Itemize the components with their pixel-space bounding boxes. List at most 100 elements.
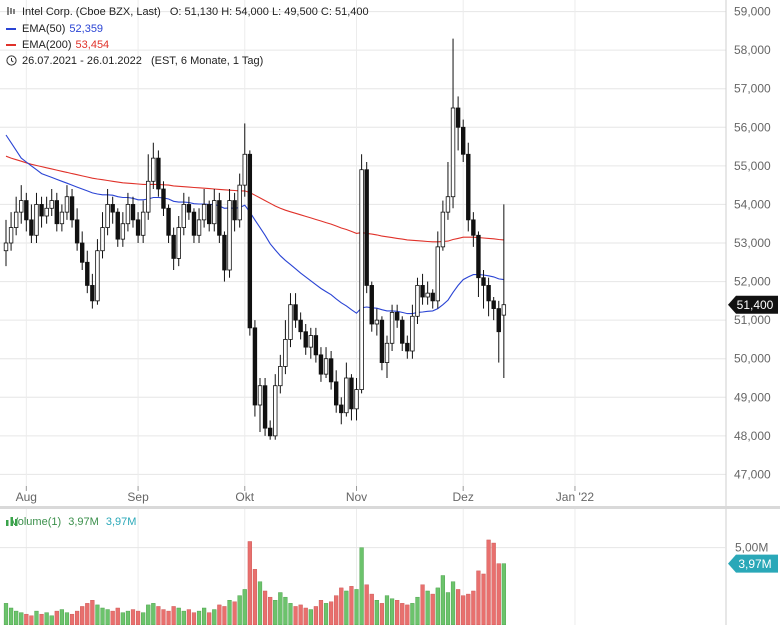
- volume-bar: [389, 598, 395, 625]
- candle-body: [278, 366, 283, 387]
- ema50-label: EMA(50): [22, 23, 66, 35]
- volume-bar: [212, 609, 217, 625]
- volume-bar: [100, 607, 105, 625]
- y-tick-label: 47,000: [734, 467, 771, 481]
- candle-body: [455, 107, 461, 128]
- candle-body: [19, 200, 24, 213]
- candle-body: [13, 211, 19, 228]
- volume-bar: [115, 607, 120, 625]
- volume-bar: [481, 573, 486, 625]
- volume-bar: [202, 607, 207, 625]
- volume-bar: [186, 609, 191, 625]
- candle-body: [237, 184, 242, 221]
- range-note: (EST, 6 Monate, 1 Tag): [150, 55, 264, 67]
- candle-body: [105, 204, 110, 228]
- ema50-value: 52,359: [69, 23, 104, 35]
- candle-body: [151, 157, 156, 182]
- volume-bar: [303, 607, 308, 625]
- x-tick-label: Nov: [346, 490, 367, 504]
- volume-bar: [69, 613, 75, 625]
- candle-body: [64, 196, 70, 213]
- candle-body: [394, 312, 400, 321]
- candle-body: [486, 285, 491, 302]
- x-tick-label: Sep: [127, 490, 149, 504]
- volume-bar: [217, 604, 222, 625]
- volume-bar: [420, 584, 425, 625]
- candle-body: [445, 196, 451, 213]
- volume-bar: [85, 603, 90, 625]
- candle-body: [303, 331, 308, 348]
- volume-bar: [222, 606, 227, 625]
- volume-bar: [450, 581, 456, 625]
- volume-bar: [64, 612, 70, 625]
- volume-bar: [435, 587, 440, 625]
- candle-body: [201, 204, 207, 221]
- volume-bar: [105, 609, 110, 625]
- candle-body: [349, 377, 354, 410]
- candle-body: [283, 339, 288, 367]
- candle-body: [29, 219, 34, 236]
- ema200-swatch: [6, 44, 16, 47]
- ema50-legend: EMA(50) 52,359: [6, 23, 103, 35]
- volume-bar: [471, 590, 476, 625]
- volume-bar: [379, 603, 385, 625]
- y-tick-label: 53,000: [734, 236, 771, 250]
- candle-body: [242, 153, 247, 186]
- volume-bar: [252, 569, 258, 625]
- candle-body: [400, 319, 405, 344]
- candle-body: [232, 200, 237, 221]
- volume-bar: [44, 612, 49, 625]
- x-tick-label: Aug: [16, 490, 37, 504]
- volume-bar: [354, 589, 359, 625]
- candle-body: [156, 157, 161, 190]
- candle-body: [176, 227, 181, 259]
- candle-body: [496, 308, 501, 333]
- candle-body: [247, 153, 253, 329]
- volume-bar: [456, 589, 461, 625]
- x-tick-label: Okt: [235, 490, 254, 504]
- candle-body: [49, 200, 54, 209]
- candle-body: [115, 211, 120, 240]
- volume-bar: [400, 603, 405, 625]
- candle-body: [8, 227, 14, 244]
- volume-bar: [171, 606, 176, 625]
- candle-body: [410, 315, 415, 352]
- volume-bar: [125, 610, 131, 625]
- y-tick-label: 51,000: [734, 313, 771, 327]
- candle-body: [288, 304, 293, 340]
- y-tick-label: 57,000: [734, 82, 771, 96]
- volume-bar: [461, 595, 466, 625]
- volume-bar: [476, 570, 481, 625]
- last-price-badge: [728, 295, 778, 314]
- volume-bar: [196, 610, 202, 625]
- candle-body: [59, 211, 65, 225]
- volume-bar: [141, 612, 146, 625]
- volume-bar: [191, 612, 197, 625]
- candle-body: [491, 300, 496, 309]
- candle-body: [313, 335, 319, 356]
- y-tick-label: 58,000: [734, 43, 771, 57]
- volume-bar: [120, 612, 125, 625]
- candle-body: [333, 381, 339, 406]
- ema200-legend: EMA(200) 53,454: [6, 39, 109, 51]
- candle-body: [267, 427, 273, 437]
- y-tick-label: 50,000: [734, 352, 771, 366]
- candle-body: [100, 227, 105, 252]
- volume-bar: [410, 603, 415, 625]
- volume-bar: [344, 590, 349, 625]
- y-tick-label: 56,000: [734, 120, 771, 134]
- candle-body: [318, 354, 324, 375]
- volume-bar: [151, 603, 156, 625]
- candle-body: [54, 200, 59, 225]
- volume-bar: [227, 600, 232, 625]
- candle-body: [252, 327, 258, 406]
- clock-icon: [6, 55, 17, 67]
- candle-body: [339, 404, 344, 414]
- volume-bar: [293, 606, 298, 625]
- volume-bar: [298, 604, 303, 625]
- candle-body: [186, 204, 192, 213]
- candle-body: [476, 234, 481, 279]
- volume-bar: [323, 603, 329, 625]
- candle-body: [191, 211, 197, 236]
